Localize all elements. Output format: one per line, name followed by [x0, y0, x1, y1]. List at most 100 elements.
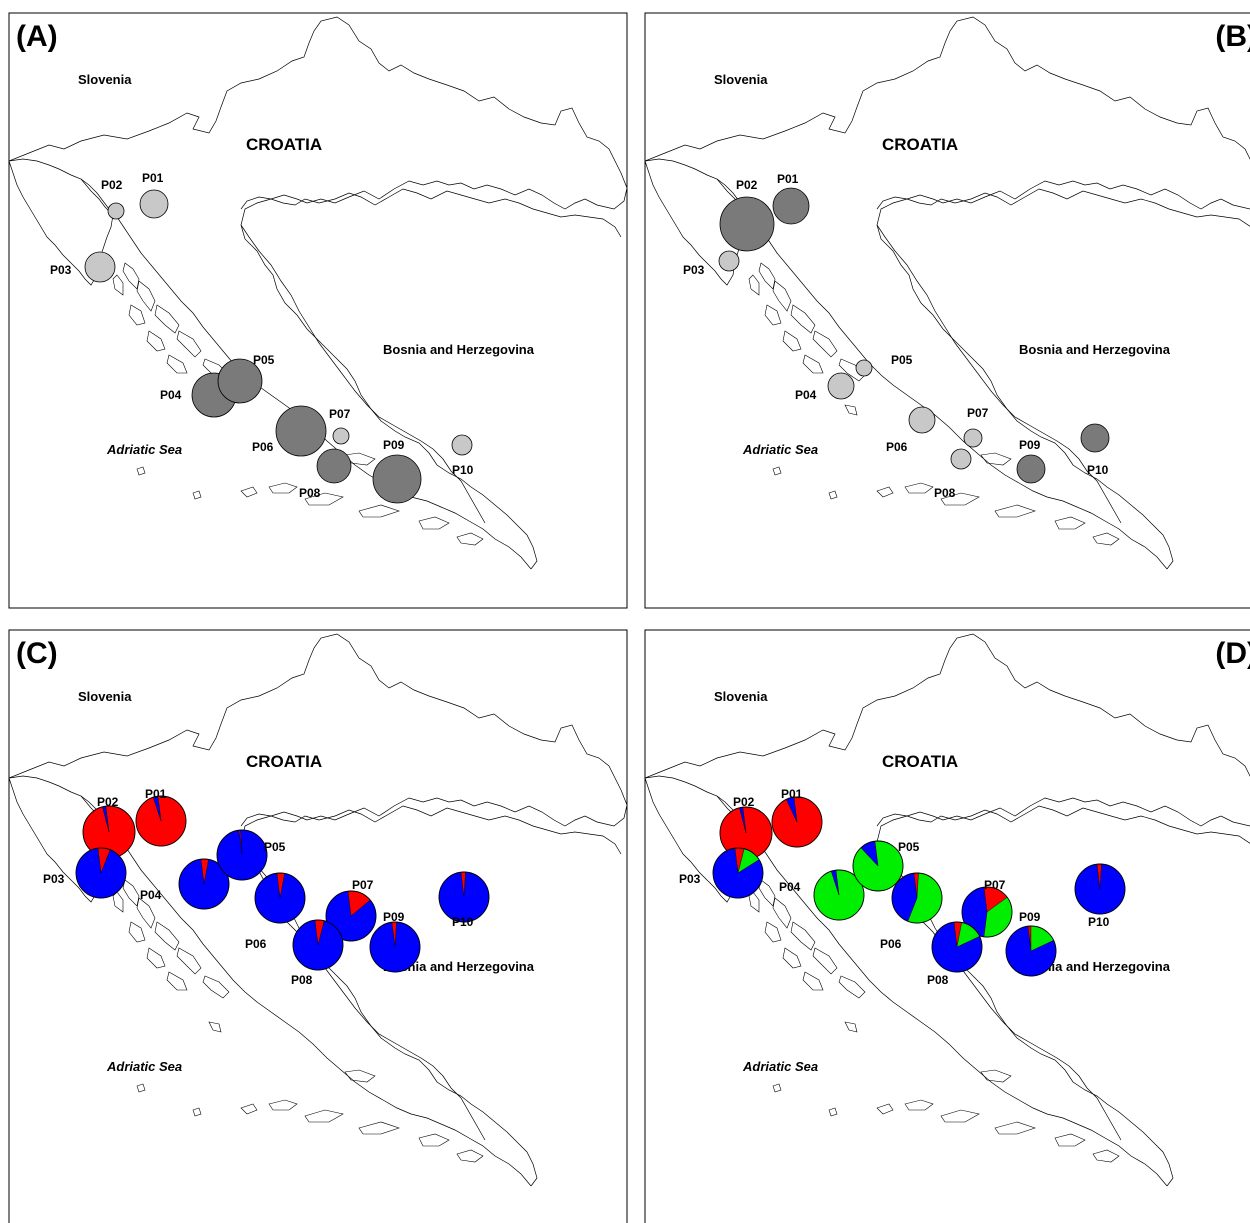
pie-p08: [292, 919, 344, 971]
lake: [344, 1069, 376, 1083]
site-marker-p08: [950, 448, 972, 470]
pie-p05: [216, 829, 268, 881]
sampling-sites: P01 P02 P03 P04 P05 P06 P07 P08 P09 P10: [43, 787, 490, 987]
site-label-p09: P09: [383, 438, 405, 452]
pie-outline: [369, 921, 421, 973]
bosnia-border-north: [876, 805, 1250, 844]
croatia-border: [9, 16, 627, 570]
island: [128, 921, 146, 943]
island: [202, 975, 230, 999]
island: [136, 280, 156, 312]
slovenia-label: Slovenia: [78, 72, 132, 87]
croatia-border: [645, 16, 1250, 570]
island: [1054, 1133, 1086, 1147]
site-label-p09: P09: [383, 910, 405, 924]
site-label-p10: P10: [452, 463, 474, 477]
pie-p10: [438, 871, 490, 923]
island: [128, 304, 146, 326]
site-marker-p05: [217, 358, 263, 404]
adriatic-sea-label: Adriatic Sea: [742, 1059, 818, 1074]
island: [154, 304, 180, 334]
site-label-p06: P06: [252, 440, 274, 454]
sampling-sites: P01 P02 P03 P04 P05 P06 P07 P08 P09 P10: [683, 172, 1110, 500]
site-label-p05: P05: [253, 353, 275, 367]
island: [802, 971, 824, 991]
pie-p09: [1005, 925, 1057, 977]
bosnia-border-south: [876, 224, 1122, 524]
island: [782, 947, 802, 969]
site-label-p08: P08: [299, 486, 321, 500]
pie-outline: [813, 869, 865, 921]
site-label-p09: P09: [1019, 910, 1041, 924]
site-label-p02: P02: [733, 795, 755, 809]
island: [456, 1149, 484, 1163]
site-label-p07: P07: [967, 406, 989, 420]
site-label-p01: P01: [781, 787, 803, 801]
site-label-p10: P10: [1087, 463, 1109, 477]
island: [418, 516, 450, 530]
site-marker-p06: [908, 406, 936, 434]
site-label-p04: P04: [779, 880, 801, 894]
site-marker-p02: [107, 202, 125, 220]
island: [772, 280, 792, 312]
site-label-p04: P04: [795, 388, 817, 402]
site-marker-p08: [316, 448, 352, 484]
slovenia-label: Slovenia: [78, 689, 132, 704]
lake: [980, 452, 1012, 466]
site-label-p10: P10: [452, 915, 474, 929]
island: [418, 1133, 450, 1147]
map-panel-d: (D) Slovenia CROATIA Bosnia and Herzegovina…: [644, 629, 1250, 1223]
island: [358, 504, 400, 518]
map-panel-a: (A) Slovenia CROATIA Bosnia and Herzegovina…: [8, 12, 628, 609]
site-marker-p04: [827, 372, 855, 400]
slovenia-label: Slovenia: [714, 689, 768, 704]
island: [192, 1107, 202, 1117]
island: [136, 466, 146, 476]
pie-outline: [254, 872, 306, 924]
pie-outline: [216, 829, 268, 881]
island: [838, 975, 866, 999]
site-marker-p03: [84, 251, 116, 283]
site-label-p01: P01: [145, 787, 167, 801]
island: [758, 879, 776, 907]
pie-p06: [254, 872, 306, 924]
croatia-label: CROATIA: [246, 135, 322, 154]
panel-letter: (C): [16, 637, 58, 670]
site-marker-p09: [372, 454, 422, 504]
island: [166, 354, 188, 374]
panel-frame: [644, 12, 1250, 609]
bosnia-label: Bosnia and Herzegovina: [1019, 342, 1171, 357]
site-label-p09: P09: [1019, 438, 1041, 452]
pie-outline: [961, 886, 1013, 938]
pie-outline: [325, 890, 377, 942]
pie-p09: [369, 921, 421, 973]
island: [240, 1103, 258, 1115]
island: [122, 879, 140, 907]
site-marker-p06: [275, 405, 327, 457]
site-marker-p05: [855, 359, 873, 377]
site-marker-p03: [718, 250, 740, 272]
pie-p06: [891, 872, 943, 924]
site-marker-p10: [1080, 423, 1110, 453]
island: [268, 482, 298, 494]
panel-frame: [8, 12, 628, 609]
island: [1054, 516, 1086, 530]
site-label-p08: P08: [934, 486, 956, 500]
island: [940, 1109, 980, 1123]
island: [802, 354, 824, 374]
site-label-p05: P05: [264, 840, 286, 854]
island: [790, 304, 816, 334]
island: [154, 921, 180, 951]
island: [758, 262, 776, 290]
site-label-p08: P08: [291, 973, 313, 987]
site-marker-p07: [963, 428, 983, 448]
island: [828, 490, 838, 500]
island: [844, 404, 858, 416]
island: [192, 490, 202, 500]
croatia-border: [9, 633, 627, 1187]
island: [782, 330, 802, 352]
site-label-p02: P02: [736, 178, 758, 192]
bosnia-border-south: [240, 224, 486, 524]
site-label-p07: P07: [329, 407, 351, 421]
pie-p03: [712, 847, 764, 899]
